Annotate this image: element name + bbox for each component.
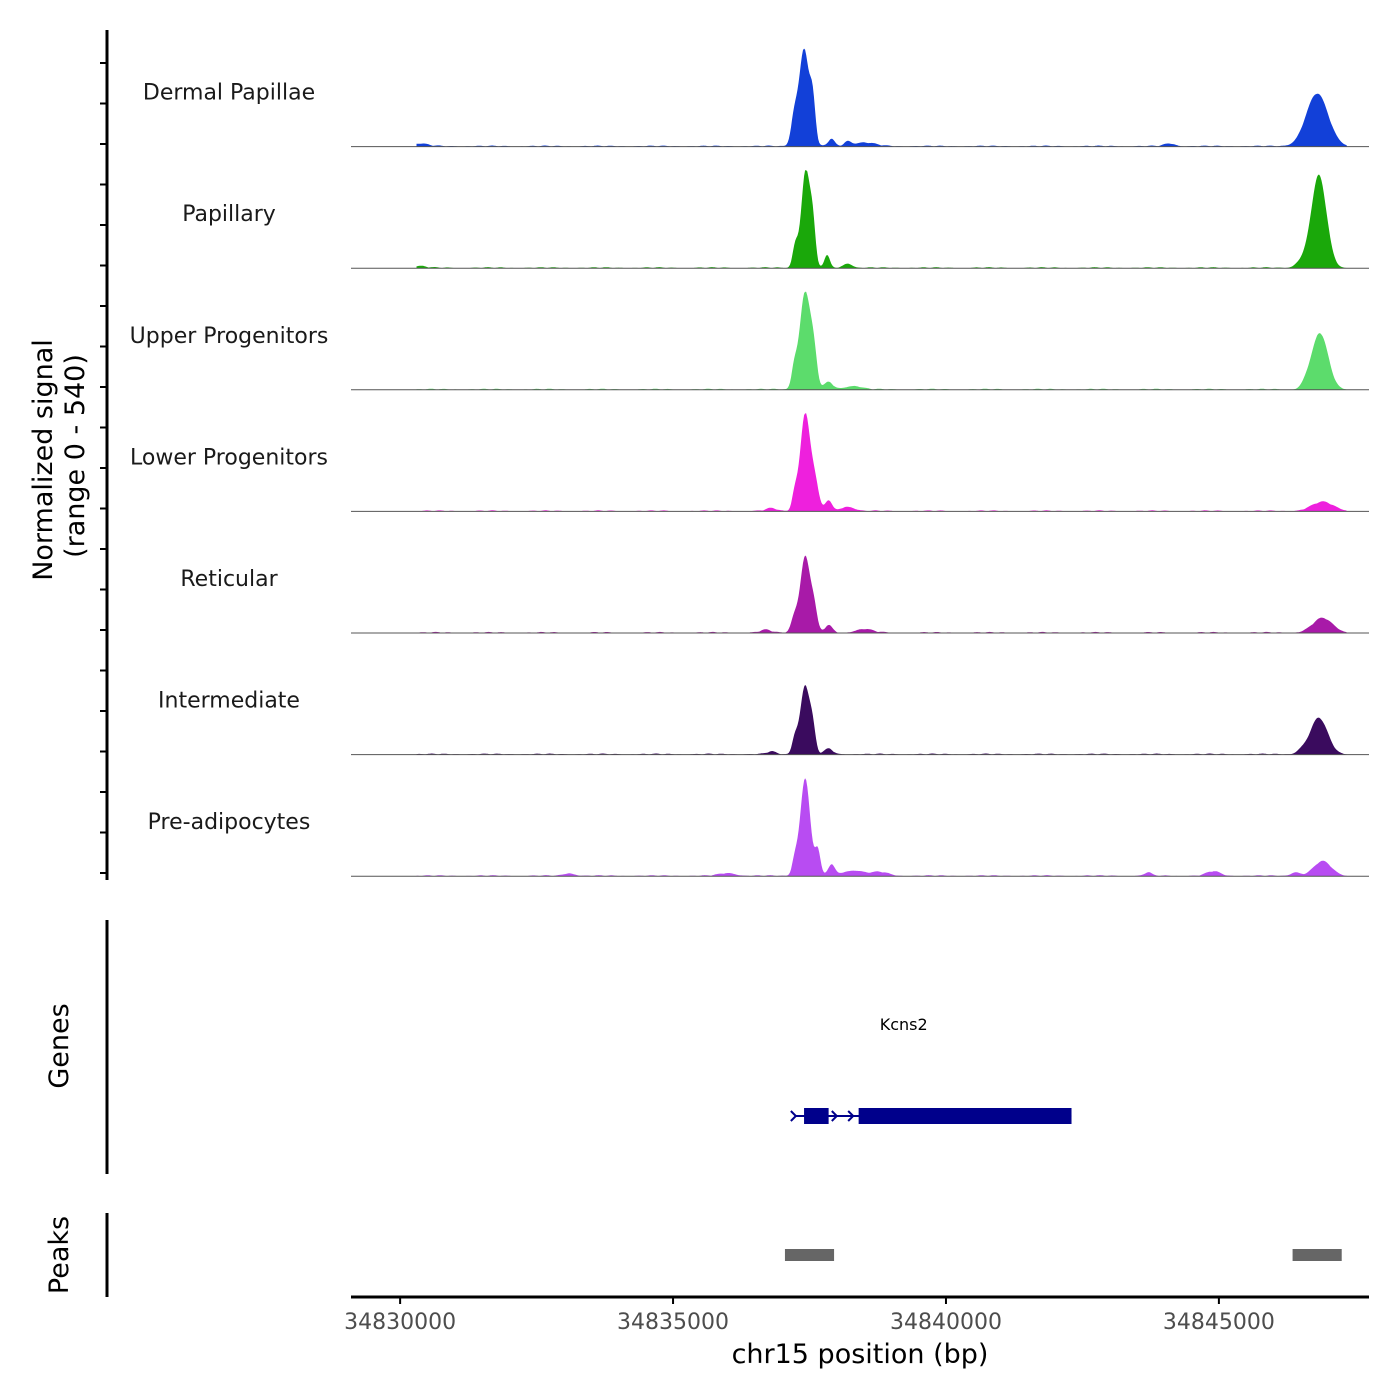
signal-track: Lower Progenitors (130, 413, 1369, 512)
peaks-panel: Peaks (44, 1213, 1342, 1297)
x-tick-label: 34830000 (344, 1310, 456, 1335)
track-label: Reticular (180, 567, 278, 592)
signal-area (416, 48, 1348, 147)
x-tick-label: 34845000 (1163, 1310, 1275, 1335)
gene-exon (804, 1108, 829, 1124)
signal-area (416, 170, 1348, 269)
x-tick-label: 34835000 (617, 1310, 729, 1335)
track-label: Intermediate (158, 689, 300, 714)
track-label: Papillary (182, 202, 276, 227)
strand-arrow (847, 1110, 855, 1122)
track-label: Upper Progenitors (130, 324, 329, 349)
gene-exon (858, 1108, 1072, 1124)
signal-track: Pre-adipocytes (148, 778, 1369, 877)
x-axis: 34830000 34835000 34840000 34845000 (344, 1295, 1369, 1335)
genes-panel: Genes Kcns2 (44, 920, 1072, 1174)
peak-region (1292, 1249, 1342, 1261)
peaks-track-label: Peaks (44, 1216, 75, 1294)
signal-y-axis (100, 30, 109, 880)
x-tick-label: 34840000 (890, 1310, 1002, 1335)
track-label: Pre-adipocytes (148, 810, 311, 835)
y-axis-title-line1: Normalized signal (28, 339, 59, 581)
signal-area (416, 291, 1348, 390)
signal-track: Intermediate (158, 684, 1369, 756)
gene-label: Kcns2 (880, 1015, 928, 1034)
signal-track: Upper Progenitors (130, 291, 1369, 391)
strand-arrow (831, 1110, 839, 1122)
y-axis-title-line2: (range 0 - 540) (60, 354, 91, 558)
track-label: Lower Progenitors (130, 445, 328, 470)
x-axis-title: chr15 position (bp) (732, 1339, 989, 1370)
gene-models: Kcns2 (790, 1015, 1072, 1124)
signal-track: Papillary (182, 170, 1369, 269)
genes-track-label: Genes (44, 1003, 75, 1088)
peak-region (784, 1249, 835, 1261)
peak-regions (784, 1249, 1342, 1261)
signal-area (416, 684, 1348, 755)
signal-area (416, 778, 1348, 877)
signal-area (416, 555, 1348, 633)
signal-track: Dermal Papillae (143, 48, 1369, 148)
signal-area (416, 413, 1348, 512)
signal-track: Reticular (180, 555, 1369, 634)
signal-tracks: Dermal Papillae Papillary Upper Progenitor… (130, 48, 1369, 877)
strand-arrow (790, 1110, 798, 1122)
track-label: Dermal Papillae (143, 81, 315, 106)
